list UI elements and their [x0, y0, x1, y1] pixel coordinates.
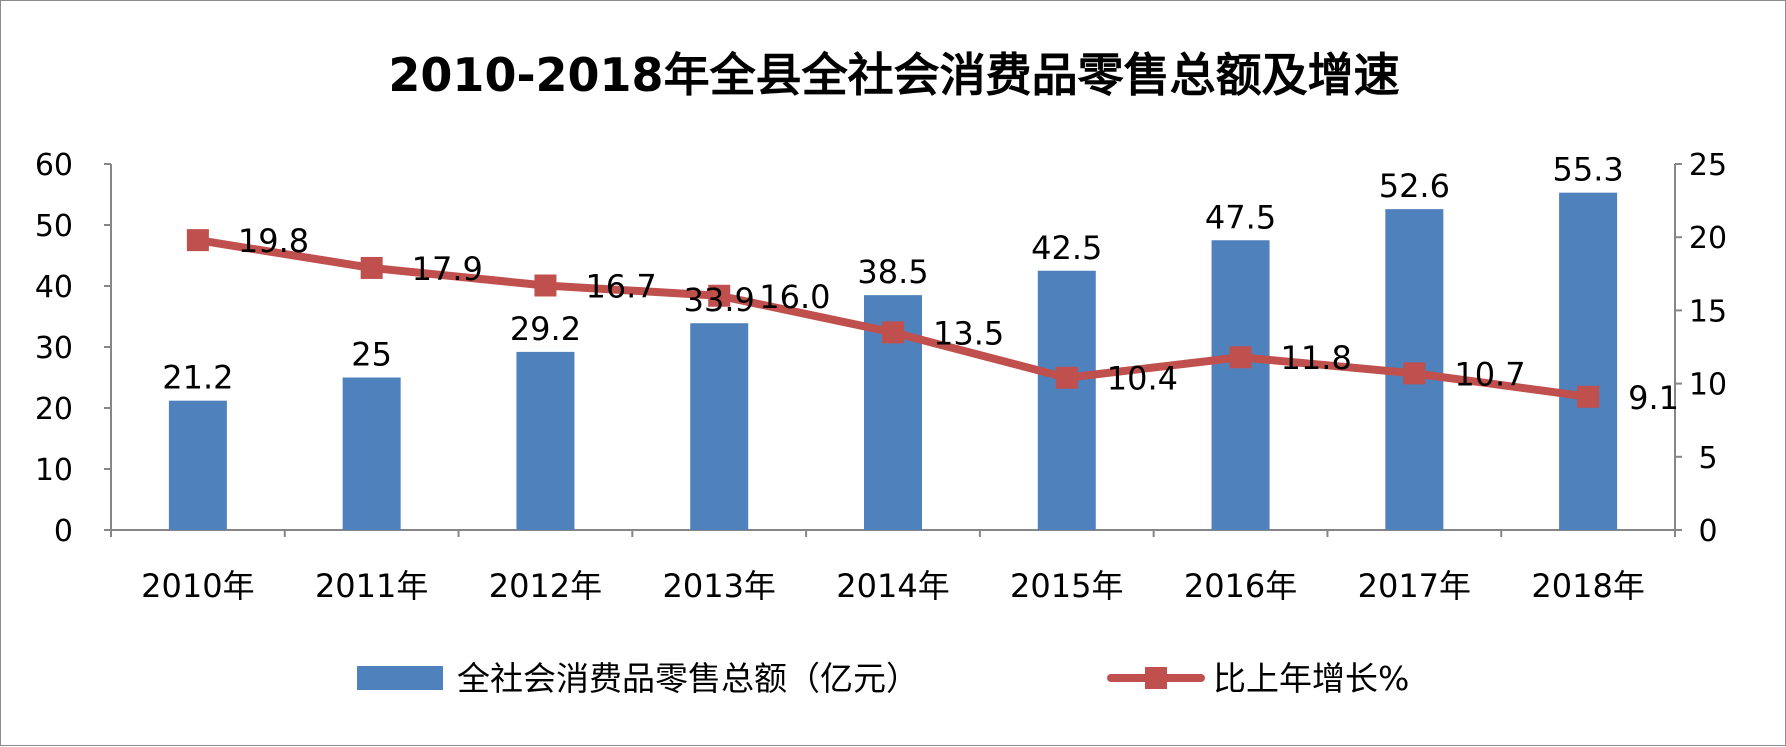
legend-label-bar: 全社会消费品零售总额（亿元） [457, 659, 919, 698]
x-tick-label: 2016年 [1184, 567, 1297, 605]
y-right-tick-label: 5 [1698, 441, 1717, 476]
y-right-tick-label: 15 [1689, 294, 1727, 329]
y-left-tick-label: 10 [35, 453, 73, 488]
x-tick-label: 2010年 [141, 567, 254, 605]
line-marker [534, 274, 557, 297]
y-right-tick-label: 20 [1689, 221, 1727, 256]
bar-data-label: 25 [351, 336, 392, 374]
x-tick-label: 2011年 [315, 567, 428, 605]
bar [1211, 240, 1270, 530]
legend: 全社会消费品零售总额（亿元） 比上年增长% [357, 659, 1409, 698]
y-left-tick-label: 20 [35, 392, 73, 427]
y-right-tick-label: 0 [1698, 514, 1717, 549]
x-tick-label: 2018年 [1531, 567, 1644, 605]
x-tick-label: 2013年 [662, 567, 775, 605]
x-tick-label: 2014年 [836, 567, 949, 605]
y-right-tick-label: 25 [1689, 148, 1727, 183]
bar [1559, 192, 1618, 531]
bar-data-label: 33.9 [684, 281, 755, 319]
bar [168, 400, 227, 530]
y-left-tick-label: 50 [35, 209, 73, 244]
y-left-tick-label: 30 [35, 331, 73, 366]
line-data-label: 17.9 [412, 250, 483, 288]
y-left-tick-label: 60 [35, 148, 73, 183]
bar-data-label: 21.2 [162, 359, 233, 397]
bar-data-label: 47.5 [1205, 198, 1276, 236]
bar [342, 377, 401, 530]
line-data-label: 10.7 [1454, 355, 1525, 393]
legend-label-line: 比上年增长% [1213, 659, 1409, 698]
chart-title: 2010-2018年全县全社会消费品零售总额及增速 [388, 48, 1399, 102]
line-marker [186, 229, 209, 252]
bar [690, 323, 749, 530]
line-data-label: 11.8 [1281, 339, 1352, 377]
line-data-label: 16.7 [585, 268, 656, 306]
line-data-label: 9.1 [1628, 379, 1679, 417]
bar [516, 351, 575, 530]
bar-data-label: 42.5 [1031, 229, 1102, 267]
bar-data-label: 38.5 [857, 253, 928, 291]
y-left-tick-label: 0 [54, 514, 73, 549]
x-tick-label: 2015年 [1010, 567, 1123, 605]
x-tick-label: 2012年 [489, 567, 602, 605]
y-right-tick-label: 10 [1689, 368, 1727, 403]
line-data-label: 13.5 [933, 314, 1004, 352]
bar-data-label: 29.2 [510, 310, 581, 348]
line-marker [1403, 362, 1426, 385]
line-marker [708, 284, 731, 307]
axes-group: 0 10 20 30 40 50 60 0 5 10 15 20 25 2010年 2011年 2012年 20… [35, 148, 1727, 605]
bar [1037, 270, 1096, 530]
line-data-label: 10.4 [1107, 360, 1178, 398]
line-marker [1229, 346, 1252, 369]
legend-swatch-bar [357, 666, 443, 690]
line-marker [360, 256, 383, 279]
line-marker [882, 321, 904, 344]
legend-swatch-marker [1145, 667, 1167, 689]
line-data-label: 19.8 [238, 222, 309, 260]
y-left-tick-label: 40 [35, 270, 73, 305]
data-labels-group: 21.2 25 29.2 33.9 38.5 42.5 47.5 52.6 55.3 19.8 17… [162, 151, 1679, 417]
line-marker [1055, 366, 1078, 389]
line-group [186, 229, 1600, 408]
bar-data-label: 52.6 [1379, 167, 1450, 205]
x-tick-label: 2017年 [1358, 567, 1471, 605]
line-data-label: 16.0 [759, 278, 830, 316]
line-marker [1577, 385, 1600, 408]
bar-data-label: 55.3 [1552, 151, 1623, 189]
